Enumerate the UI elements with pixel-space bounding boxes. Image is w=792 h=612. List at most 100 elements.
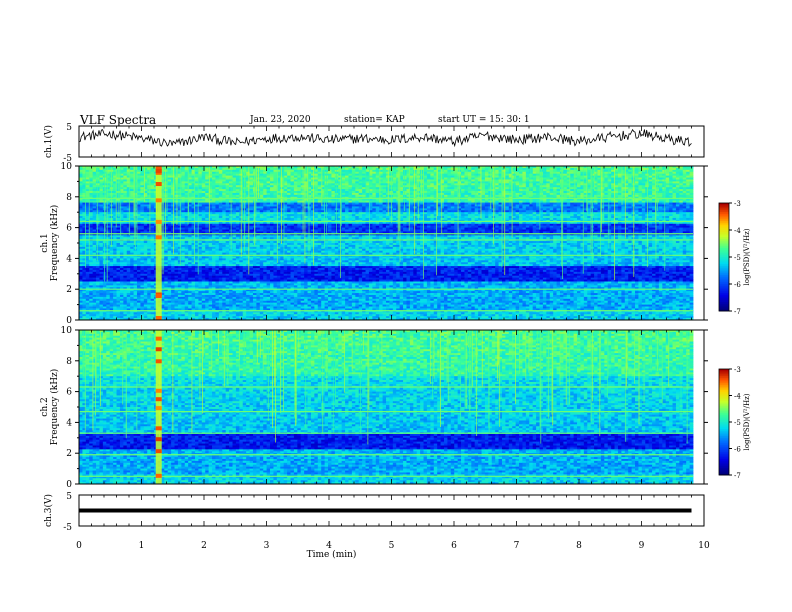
ch1-cell [276,183,281,186]
ch1-cell [484,166,489,169]
ch1-cell [140,166,145,169]
ch1-cell [130,177,134,180]
ch1-cell [481,183,486,186]
ch1-cell [174,179,179,182]
ch1-cell [215,171,220,175]
ch1-cell [89,177,94,180]
ch1-cell [392,191,397,194]
ch1-cell [580,171,585,175]
ch1-cell [433,167,438,171]
ch1-cell [290,185,295,188]
ch1-cell [580,183,585,186]
ch1-cell [672,177,677,180]
ch1-cell [652,179,656,182]
ch1-cell [443,173,448,177]
ch1-cell [573,192,578,196]
ch1-cell [310,189,315,192]
ch1-cell [686,183,690,186]
ch1-cell [420,191,424,194]
ch1-cell [177,192,182,196]
ch1-cell [119,175,124,178]
ch1-cell [198,171,203,175]
ch1-cell [143,185,148,188]
ch1-cell [566,169,571,173]
ch1-cell [99,171,104,175]
ch1-cell [184,183,189,186]
ch1-cell [522,189,527,192]
ch1-cell [215,185,220,188]
ch1-cell [273,183,278,186]
ch1-cell [662,185,667,188]
ch1-cell [113,191,117,194]
ch1-cell [662,187,667,190]
ch1-cell [293,167,298,171]
ch1-cell [675,181,680,184]
ch1-cell [594,181,598,184]
ch1-cell [136,173,141,177]
ch1-cell [174,183,179,186]
ch1-cell [648,166,653,169]
ch1-cell [99,189,104,192]
ch1-cell [430,173,435,177]
ch1-cell [652,169,656,173]
ch1-cell [669,191,673,194]
ch1-cell [583,166,588,169]
ch1-cell [447,169,452,173]
ch1-cell [440,191,445,194]
ch1-cell [467,171,472,175]
ch1-cell [246,192,250,196]
ch1-cell [638,177,643,180]
ch1-cell [317,179,322,182]
ch1-cell [433,181,438,184]
ch1-cell [433,166,438,169]
ch1-cell [519,191,523,194]
ch1-cell [307,177,312,180]
ch1-cell [662,183,667,186]
ch1-cell [474,171,479,175]
ch1-cell [604,183,609,186]
ch1-cell [194,169,199,173]
ch1-cell [208,185,213,188]
ch1-cell [447,181,452,184]
ch1-cell [215,179,220,182]
ch1-cell [665,166,670,169]
ch1-cell [501,167,506,171]
ch1-cell [505,189,510,192]
ch1-cell [317,189,322,192]
ch1-cell [143,181,148,184]
ch1-cell [536,181,540,184]
ch1-cell [321,177,325,180]
ch1-cell [501,189,506,192]
ch1-cell [461,179,465,182]
ch1-cell [638,167,643,171]
ch1-cell [566,187,571,190]
ch1-cell [454,181,459,184]
ch1-cell [525,185,530,188]
ch1-cell [488,189,493,192]
ch1-cell [365,183,370,186]
ch1-cell [348,183,353,186]
ch1-cell [413,177,418,180]
ch1-cell [399,189,404,192]
ch1-cell [188,192,192,196]
ch1-cell [270,187,274,190]
ch1-cell [450,183,455,186]
ch1-cell [392,179,397,182]
ch1-cell [570,181,575,184]
ch1-cell [293,183,298,186]
ch1-cell [205,166,210,169]
ch1-cell [563,166,568,169]
ch1-cell [617,185,622,188]
ch1-cell [263,177,268,180]
ch1-cell [290,166,295,169]
ch1-cell [225,194,230,198]
ch1-cell [423,171,428,175]
ch1-cell [617,169,622,173]
ch1-cell [413,189,418,192]
ch1-cell [464,179,469,182]
ch1-cell [341,187,346,190]
ch1-cell [515,166,520,169]
ch1-cell [249,173,254,177]
ch1-cell [106,185,111,188]
